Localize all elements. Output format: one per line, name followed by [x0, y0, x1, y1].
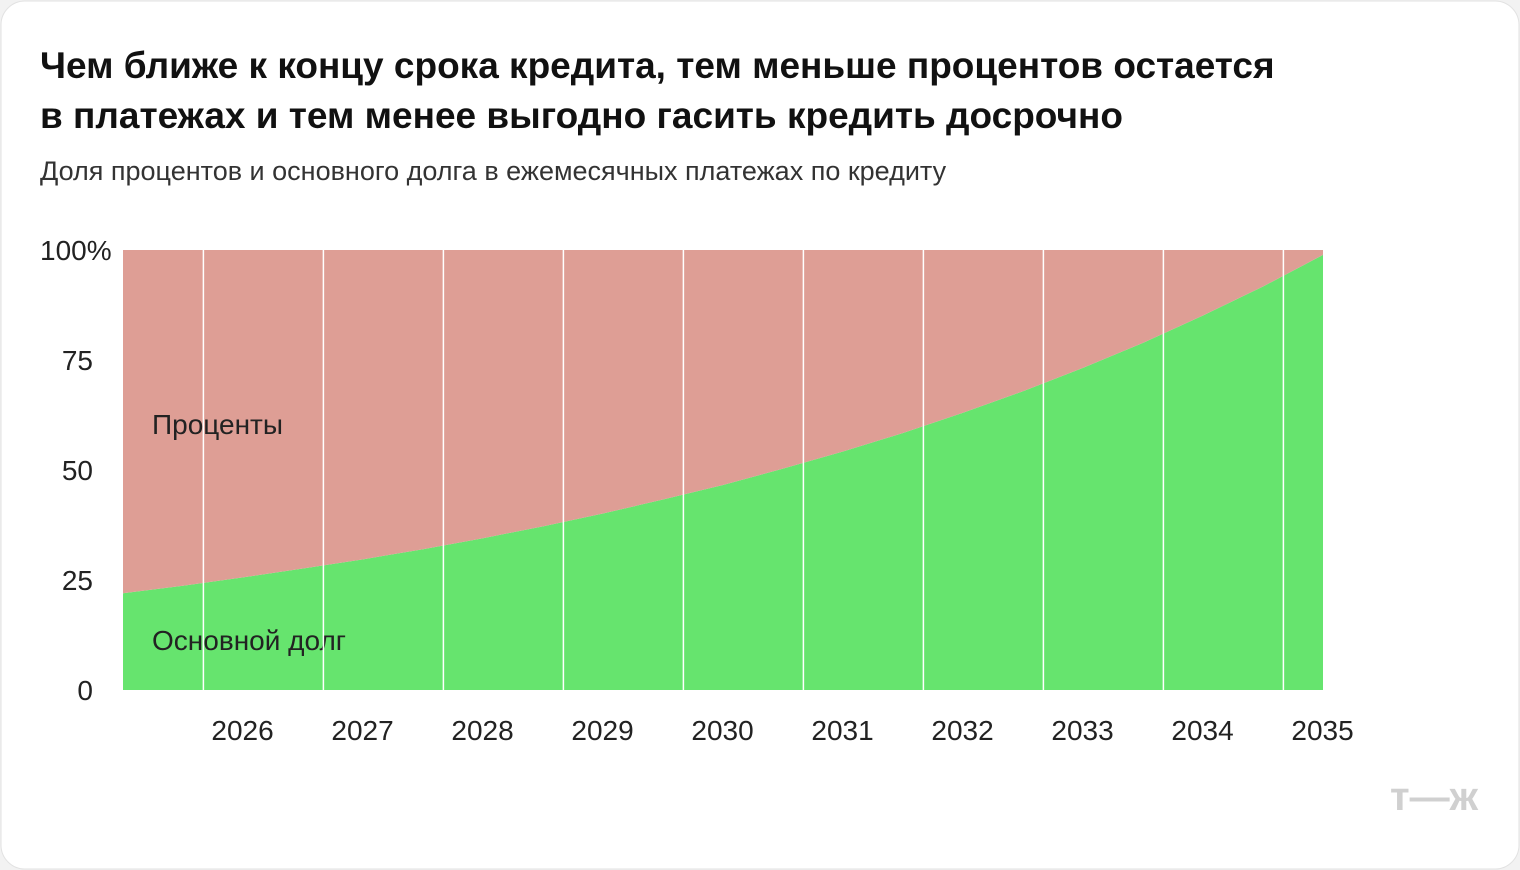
x-tick-label: 2026: [211, 715, 273, 746]
y-tick-label: 25: [62, 565, 93, 596]
x-tick-label: 2027: [331, 715, 393, 746]
chart-title: Чем ближе к концу срока кредита, тем мен…: [40, 45, 1275, 86]
x-tick-label: 2033: [1051, 715, 1113, 746]
x-tick-label: 2035: [1291, 715, 1353, 746]
series-label: Проценты: [152, 409, 283, 440]
x-tick-label: 2030: [691, 715, 753, 746]
y-tick-label: 50: [62, 455, 93, 486]
x-tick-label: 2031: [811, 715, 873, 746]
x-tick-label: 2034: [1171, 715, 1233, 746]
chart-title: в платежах и тем менее выгодно гасить кр…: [40, 95, 1123, 136]
y-tick-label: 75: [62, 345, 93, 376]
y-tick-label: 100%: [40, 235, 112, 266]
area: [123, 254, 1323, 690]
x-tick-label: 2029: [571, 715, 633, 746]
x-tick-label: 2032: [931, 715, 993, 746]
chart-subtitle: Доля процентов и основного долга в ежеме…: [40, 156, 947, 186]
series-label: Основной долг: [152, 625, 346, 656]
y-tick-label: 0: [77, 675, 93, 706]
logo: т—ж: [1390, 775, 1479, 819]
x-tick-label: 2028: [451, 715, 513, 746]
area: [123, 250, 1323, 594]
